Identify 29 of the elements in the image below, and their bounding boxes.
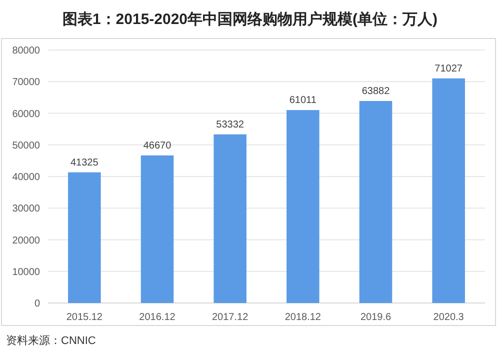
bar [214, 134, 246, 303]
y-tick-label: 60000 [12, 108, 40, 120]
data-label: 63882 [362, 86, 390, 97]
y-tick-label: 70000 [12, 77, 40, 88]
data-label: 71027 [434, 63, 463, 74]
x-tick-label: 2016.12 [139, 312, 176, 323]
x-tick-label: 2015.12 [66, 312, 103, 323]
bar [286, 110, 320, 303]
data-label: 61011 [289, 95, 317, 106]
data-label: 46670 [143, 140, 172, 152]
y-tick-label: 30000 [12, 204, 40, 215]
data-label: 53332 [216, 119, 244, 130]
y-tick-label: 50000 [12, 140, 40, 152]
y-tick-label: 40000 [12, 172, 40, 183]
y-tick-label: 0 [34, 298, 40, 310]
y-tick-label: 20000 [12, 235, 40, 246]
bar [432, 78, 465, 303]
x-tick-label: 2019.6 [360, 312, 392, 323]
bar [140, 155, 174, 303]
text: 资料来源：CNNIC [6, 334, 96, 347]
y-tick-label: 10000 [12, 266, 40, 278]
bar [359, 100, 392, 303]
x-tick-label: 2018.12 [284, 312, 322, 323]
bar [68, 172, 101, 303]
x-tick-label: 2017.12 [212, 312, 249, 323]
chart-title: 图表1：2015-2020年中国网络购物用户规模(单位：万人) [62, 10, 438, 28]
data-label: 41325 [70, 157, 99, 168]
y-tick-label: 80000 [12, 46, 40, 56]
x-tick-label: 2020.3 [433, 312, 464, 323]
